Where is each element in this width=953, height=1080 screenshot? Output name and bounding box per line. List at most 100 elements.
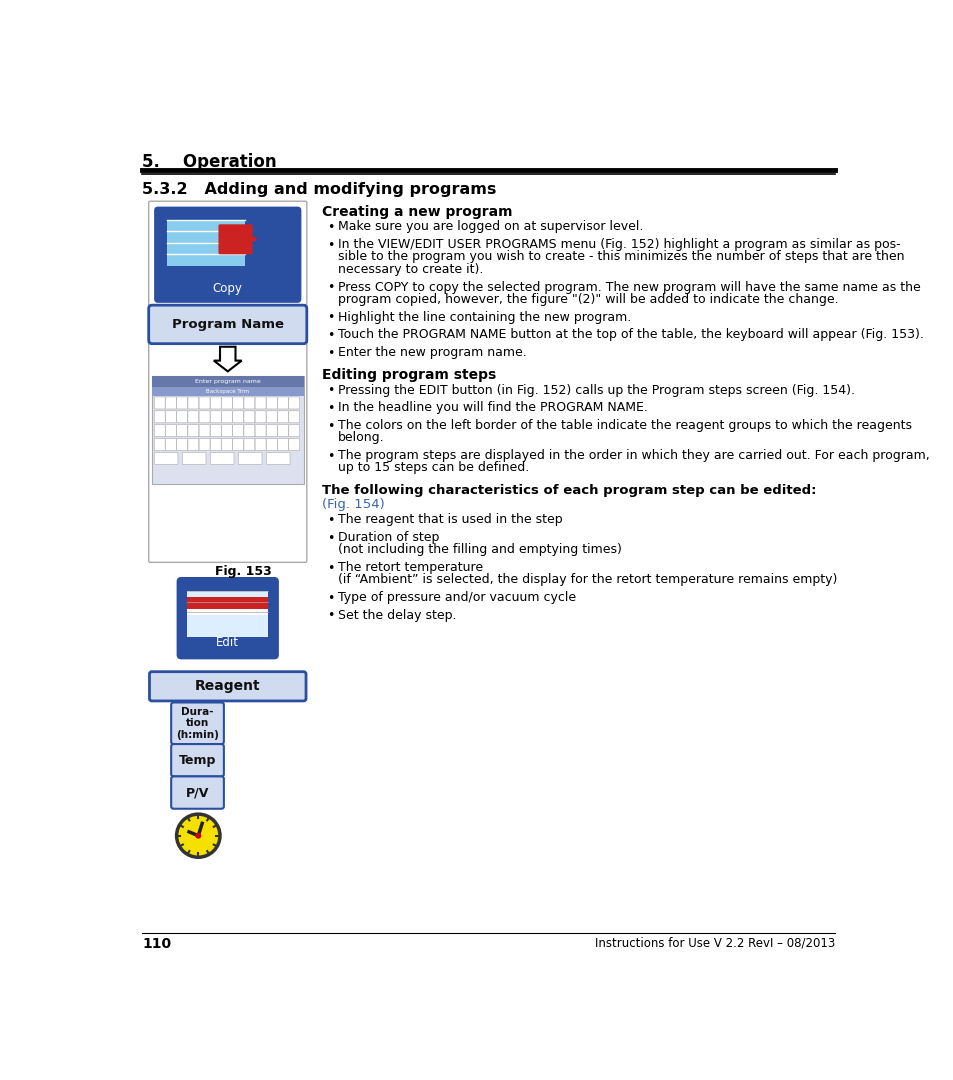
FancyBboxPatch shape (154, 438, 165, 450)
Text: Press COPY to copy the selected program. The new program will have the same name: Press COPY to copy the selected program.… (337, 281, 920, 294)
Text: P/V: P/V (186, 786, 209, 799)
FancyBboxPatch shape (176, 397, 188, 409)
Text: •: • (327, 329, 334, 342)
FancyBboxPatch shape (199, 397, 210, 409)
FancyBboxPatch shape (210, 424, 221, 436)
Text: up to 15 steps can be defined.: up to 15 steps can be defined. (337, 461, 529, 474)
FancyBboxPatch shape (165, 438, 176, 450)
Text: Editing program steps: Editing program steps (322, 368, 496, 382)
FancyBboxPatch shape (188, 438, 198, 450)
Text: •: • (327, 450, 334, 463)
FancyBboxPatch shape (154, 206, 301, 302)
FancyBboxPatch shape (199, 424, 210, 436)
FancyBboxPatch shape (266, 453, 290, 464)
FancyBboxPatch shape (176, 577, 278, 660)
Text: 5.    Operation: 5. Operation (142, 152, 276, 171)
FancyBboxPatch shape (221, 397, 233, 409)
FancyBboxPatch shape (210, 410, 221, 422)
FancyBboxPatch shape (277, 410, 288, 422)
FancyBboxPatch shape (188, 410, 198, 422)
Text: •: • (327, 347, 334, 360)
FancyBboxPatch shape (254, 438, 266, 450)
FancyBboxPatch shape (176, 424, 188, 436)
Text: Reagent: Reagent (194, 679, 260, 693)
FancyBboxPatch shape (154, 410, 165, 422)
Text: necessary to create it).: necessary to create it). (337, 262, 482, 275)
FancyBboxPatch shape (171, 777, 224, 809)
Text: Enter program name: Enter program name (194, 379, 260, 383)
FancyBboxPatch shape (165, 397, 176, 409)
FancyBboxPatch shape (289, 397, 299, 409)
Text: Instructions for Use V 2.2 RevI – 08/2013: Instructions for Use V 2.2 RevI – 08/201… (595, 936, 835, 949)
FancyBboxPatch shape (221, 410, 233, 422)
FancyBboxPatch shape (221, 438, 233, 450)
FancyBboxPatch shape (221, 424, 233, 436)
FancyBboxPatch shape (182, 453, 206, 464)
FancyBboxPatch shape (176, 438, 188, 450)
Bar (187, 597, 268, 609)
Text: Highlight the line containing the new program.: Highlight the line containing the new pr… (337, 311, 630, 324)
Text: Touch the PROGRAM NAME button at the top of the table, the keyboard will appear : Touch the PROGRAM NAME button at the top… (337, 328, 923, 341)
FancyBboxPatch shape (210, 397, 221, 409)
Text: The colors on the left border of the table indicate the reagent groups to which : The colors on the left border of the tab… (337, 419, 911, 432)
Text: •: • (327, 609, 334, 622)
Bar (152, 387, 303, 396)
FancyBboxPatch shape (233, 438, 243, 450)
Text: The retort temperature: The retort temperature (337, 561, 482, 573)
Text: •: • (327, 592, 334, 605)
FancyBboxPatch shape (199, 410, 210, 422)
Text: (not including the filling and emptying times): (not including the filling and emptying … (337, 543, 621, 556)
FancyBboxPatch shape (187, 591, 268, 637)
Text: •: • (327, 384, 334, 397)
FancyBboxPatch shape (150, 672, 306, 701)
Text: Set the delay step.: Set the delay step. (337, 608, 456, 622)
FancyBboxPatch shape (254, 424, 266, 436)
Polygon shape (213, 347, 241, 372)
FancyBboxPatch shape (149, 306, 307, 343)
FancyBboxPatch shape (167, 219, 245, 266)
FancyBboxPatch shape (154, 424, 165, 436)
FancyBboxPatch shape (254, 410, 266, 422)
Text: •: • (327, 531, 334, 544)
FancyBboxPatch shape (233, 397, 243, 409)
Text: Fig. 153: Fig. 153 (214, 565, 272, 578)
FancyBboxPatch shape (254, 397, 266, 409)
FancyBboxPatch shape (238, 453, 262, 464)
Text: In the headline you will find the PROGRAM NAME.: In the headline you will find the PROGRA… (337, 402, 647, 415)
Text: The following characteristics of each program step can be edited:: The following characteristics of each pr… (322, 484, 816, 497)
FancyBboxPatch shape (188, 424, 198, 436)
Bar (152, 376, 303, 387)
FancyBboxPatch shape (154, 397, 165, 409)
Text: Edit: Edit (216, 635, 239, 649)
Text: (if “Ambient” is selected, the display for the retort temperature remains empty): (if “Ambient” is selected, the display f… (337, 573, 837, 586)
Circle shape (176, 814, 220, 858)
FancyBboxPatch shape (277, 438, 288, 450)
Text: (Fig. 154): (Fig. 154) (322, 498, 385, 511)
Text: •: • (327, 311, 334, 324)
Text: Dura-
tion
(h:min): Dura- tion (h:min) (176, 706, 219, 740)
Text: belong.: belong. (337, 431, 384, 445)
FancyBboxPatch shape (171, 702, 224, 744)
Text: •: • (327, 239, 334, 252)
FancyBboxPatch shape (244, 438, 254, 450)
Text: •: • (327, 562, 334, 575)
FancyBboxPatch shape (277, 397, 288, 409)
Text: Creating a new program: Creating a new program (322, 205, 513, 219)
Text: The program steps are displayed in the order in which they are carried out. For : The program steps are displayed in the o… (337, 449, 928, 462)
Text: Pressing the EDIT button (in Fig. 152) calls up the Program steps screen (Fig. 1: Pressing the EDIT button (in Fig. 152) c… (337, 383, 854, 396)
FancyBboxPatch shape (266, 438, 277, 450)
Text: Enter the new program name.: Enter the new program name. (337, 346, 526, 359)
Text: The reagent that is used in the step: The reagent that is used in the step (337, 513, 562, 526)
FancyBboxPatch shape (149, 201, 307, 563)
Text: 5.3.2   Adding and modifying programs: 5.3.2 Adding and modifying programs (142, 181, 497, 197)
Text: sible to the program you wish to create - this minimizes the number of steps tha: sible to the program you wish to create … (337, 251, 903, 264)
Text: program copied, however, the figure "(2)" will be added to indicate the change.: program copied, however, the figure "(2)… (337, 293, 838, 306)
Text: Duration of step: Duration of step (337, 530, 438, 543)
FancyBboxPatch shape (277, 424, 288, 436)
FancyBboxPatch shape (233, 424, 243, 436)
Text: •: • (327, 420, 334, 433)
Text: •: • (327, 514, 334, 527)
FancyBboxPatch shape (210, 438, 221, 450)
Circle shape (195, 834, 200, 838)
FancyBboxPatch shape (171, 744, 224, 777)
